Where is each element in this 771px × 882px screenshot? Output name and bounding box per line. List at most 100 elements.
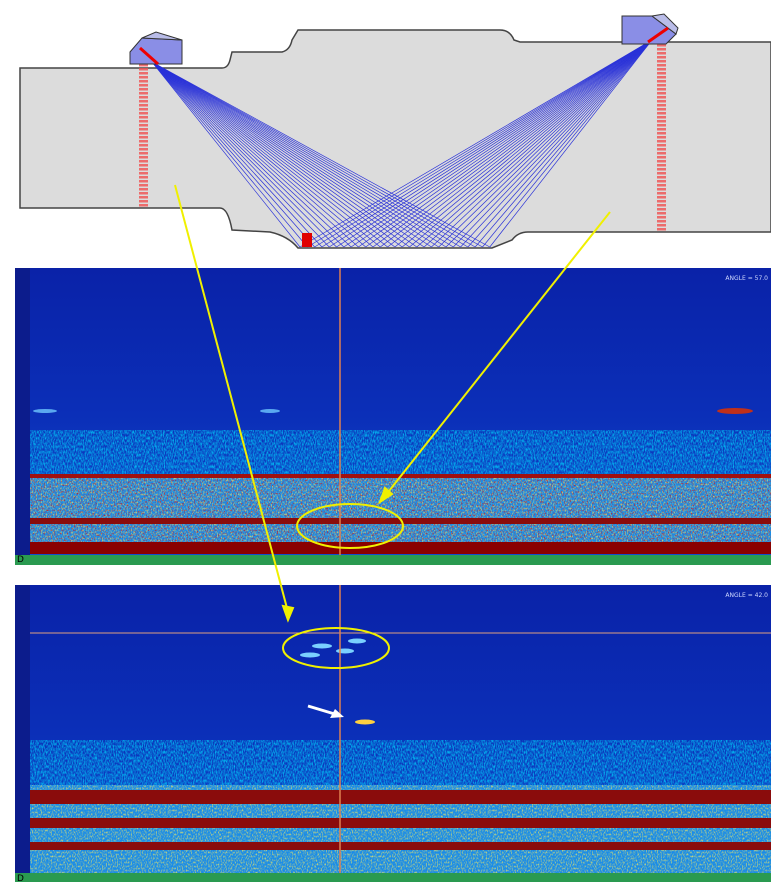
indication bbox=[260, 409, 280, 413]
element-dot bbox=[657, 48, 666, 51]
element-dot bbox=[657, 60, 666, 63]
depth-axis bbox=[15, 585, 30, 875]
element-dot bbox=[139, 108, 148, 111]
element-dot bbox=[139, 116, 148, 119]
element-dot bbox=[657, 212, 666, 215]
element-dot bbox=[657, 160, 666, 163]
screenshot: ANGLE = 57.0 D ANGLE = 42.0 D bbox=[0, 0, 771, 882]
element-dot bbox=[657, 168, 666, 171]
corner-label: D bbox=[17, 874, 24, 882]
echo-line bbox=[30, 842, 771, 850]
element-dot bbox=[657, 116, 666, 119]
element-dot bbox=[139, 188, 148, 191]
element-dot bbox=[139, 192, 148, 195]
element-dot bbox=[657, 84, 666, 87]
element-dot bbox=[657, 112, 666, 115]
element-dot bbox=[657, 156, 666, 159]
element-dot bbox=[139, 112, 148, 115]
element-dot bbox=[139, 100, 148, 103]
element-dot bbox=[139, 68, 148, 71]
element-dot bbox=[139, 144, 148, 147]
element-dot bbox=[657, 152, 666, 155]
angle-label: ANGLE = 57.0 bbox=[725, 275, 768, 282]
element-dot bbox=[139, 200, 148, 203]
element-dot bbox=[139, 88, 148, 91]
probe-right bbox=[622, 14, 678, 44]
element-dot bbox=[139, 152, 148, 155]
element-dot bbox=[657, 220, 666, 223]
element-dot bbox=[139, 96, 148, 99]
back-wall bbox=[30, 542, 771, 554]
angle-label: ANGLE = 42.0 bbox=[725, 592, 768, 599]
element-dot bbox=[657, 100, 666, 103]
echo-line bbox=[30, 790, 771, 804]
element-dot bbox=[139, 196, 148, 199]
element-dot bbox=[657, 172, 666, 175]
element-dot bbox=[139, 80, 148, 83]
element-dot bbox=[657, 208, 666, 211]
element-dot bbox=[657, 184, 666, 187]
element-dot bbox=[139, 124, 148, 127]
element-dot bbox=[657, 64, 666, 67]
element-dot bbox=[139, 176, 148, 179]
element-dot bbox=[657, 104, 666, 107]
element-dot bbox=[657, 128, 666, 131]
noise-band bbox=[30, 740, 771, 785]
indication bbox=[336, 649, 354, 654]
echo-line bbox=[30, 818, 771, 828]
element-dot bbox=[139, 140, 148, 143]
element-dot bbox=[657, 200, 666, 203]
element-dot bbox=[139, 84, 148, 87]
element-dot bbox=[657, 56, 666, 59]
element-dot bbox=[657, 192, 666, 195]
probe-left bbox=[130, 32, 182, 64]
element-dot bbox=[657, 224, 666, 227]
element-dot bbox=[139, 104, 148, 107]
scan-axis bbox=[15, 873, 771, 882]
indication bbox=[33, 409, 57, 413]
indication bbox=[355, 720, 375, 725]
element-dot bbox=[657, 72, 666, 75]
element-dot bbox=[657, 88, 666, 91]
element-dot bbox=[139, 156, 148, 159]
element-dot bbox=[657, 76, 666, 79]
element-dot bbox=[657, 180, 666, 183]
element-dot bbox=[139, 136, 148, 139]
element-dot bbox=[139, 180, 148, 183]
indication bbox=[312, 644, 332, 649]
element-dot bbox=[657, 96, 666, 99]
element-dot bbox=[657, 196, 666, 199]
depth-axis bbox=[15, 268, 30, 558]
element-dot bbox=[657, 176, 666, 179]
element-dot bbox=[139, 168, 148, 171]
scan-panel-2: ANGLE = 42.0 D bbox=[15, 585, 771, 882]
element-dot bbox=[657, 136, 666, 139]
indication bbox=[348, 639, 366, 644]
element-dot bbox=[139, 160, 148, 163]
element-dot bbox=[657, 228, 666, 231]
element-dot bbox=[657, 80, 666, 83]
reflector bbox=[302, 233, 312, 247]
element-dot bbox=[139, 148, 148, 151]
indication bbox=[717, 408, 753, 414]
element-dot bbox=[657, 204, 666, 207]
element-dot bbox=[657, 140, 666, 143]
element-dot bbox=[657, 164, 666, 167]
element-dot bbox=[657, 120, 666, 123]
element-dot bbox=[139, 76, 148, 79]
element-dot bbox=[139, 92, 148, 95]
scene: ANGLE = 57.0 D ANGLE = 42.0 D bbox=[0, 0, 771, 882]
element-dot bbox=[139, 164, 148, 167]
element-dot bbox=[657, 68, 666, 71]
element-dot bbox=[139, 172, 148, 175]
element-dot bbox=[657, 132, 666, 135]
element-dot bbox=[657, 124, 666, 127]
element-dot bbox=[657, 148, 666, 151]
element-dot bbox=[139, 184, 148, 187]
element-dot bbox=[657, 216, 666, 219]
part-diagram bbox=[20, 14, 771, 248]
noise-band bbox=[30, 430, 771, 480]
element-dot bbox=[139, 120, 148, 123]
element-dot bbox=[139, 204, 148, 207]
element-dot bbox=[657, 188, 666, 191]
